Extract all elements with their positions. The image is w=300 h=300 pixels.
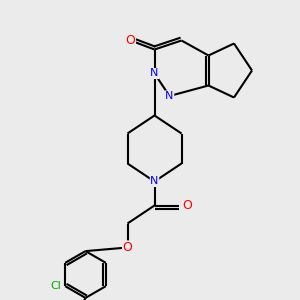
- Text: N: N: [165, 91, 174, 101]
- Text: O: O: [182, 199, 192, 212]
- Text: Cl: Cl: [51, 281, 62, 291]
- Text: N: N: [150, 68, 159, 79]
- Text: N: N: [150, 176, 159, 187]
- Text: O: O: [126, 34, 135, 47]
- Text: O: O: [123, 241, 132, 254]
